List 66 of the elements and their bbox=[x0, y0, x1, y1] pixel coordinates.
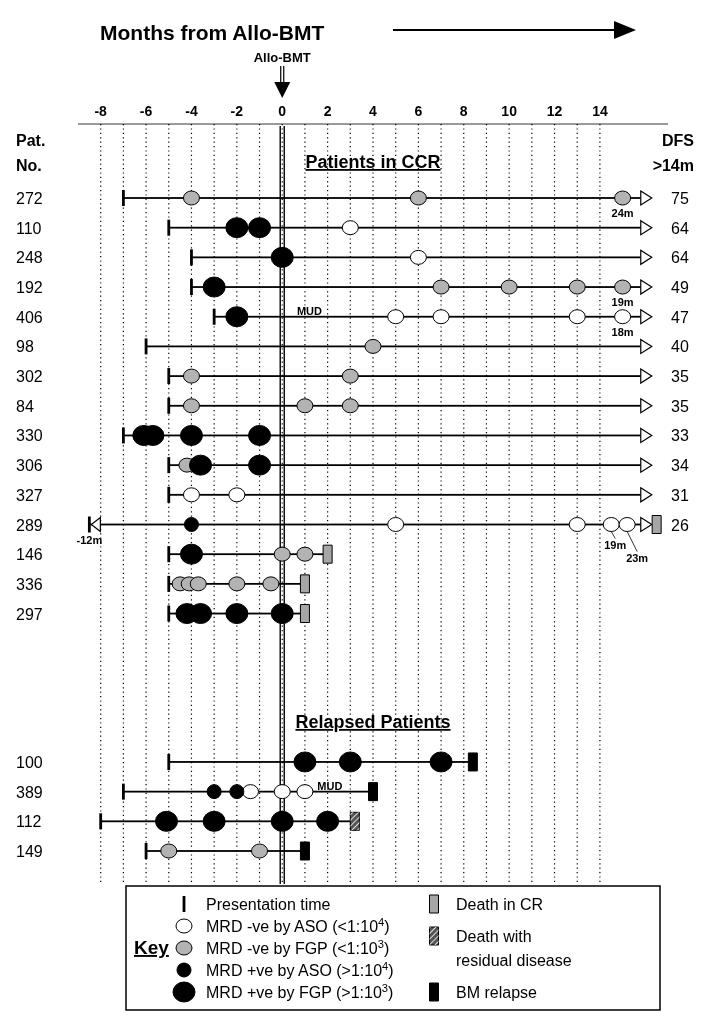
ref-line-label: Allo-BMT bbox=[253, 50, 311, 65]
y-tick-label: 327 bbox=[16, 486, 43, 504]
x-tick-label: 4 bbox=[369, 103, 378, 119]
y2-tick-label: 34 bbox=[671, 457, 689, 475]
x-tick-label: 2 bbox=[323, 103, 332, 119]
x-tick-label: 12 bbox=[546, 103, 563, 119]
annotation: -12m bbox=[76, 533, 103, 546]
legend-label: Death with residual disease bbox=[456, 928, 572, 969]
y-tick-label: 149 bbox=[16, 843, 43, 860]
y2-tick-label: 47 bbox=[671, 308, 689, 326]
y-tick-label: 406 bbox=[16, 308, 43, 326]
y-tick-label: 248 bbox=[16, 249, 43, 267]
x-tick-label: 14 bbox=[592, 103, 608, 119]
x-tick-label: 6 bbox=[414, 103, 423, 119]
y-axis-title: Pat. No. bbox=[16, 132, 46, 174]
text: Patients in CCR bbox=[305, 152, 441, 172]
x-tick-label: -2 bbox=[230, 103, 244, 119]
annotation: MUD bbox=[317, 779, 343, 792]
y-tick-label: 100 bbox=[16, 753, 43, 771]
y-tick-label: 289 bbox=[16, 516, 43, 534]
y2-tick-label: 31 bbox=[671, 486, 689, 504]
chart-title: Months from Allo-BMT bbox=[100, 21, 325, 44]
x-tick-label: -4 bbox=[185, 103, 198, 119]
x-tick-label: 8 bbox=[459, 103, 468, 119]
x-tick-label: 0 bbox=[278, 103, 287, 119]
y-tick-label: 146 bbox=[16, 546, 43, 564]
annotation: 24m bbox=[611, 207, 634, 219]
y-tick-label: 84 bbox=[16, 397, 34, 415]
legend-label: MRD -ve by ASO (<1:10$^{4}$) bbox=[206, 916, 390, 935]
legend-title: Key bbox=[134, 937, 170, 958]
y2-tick-label: 35 bbox=[671, 397, 689, 415]
annotation: 19m bbox=[611, 296, 634, 309]
legend-label: BM relapse bbox=[456, 984, 538, 1001]
y-tick-label: 112 bbox=[16, 813, 42, 831]
y2-tick-label: 33 bbox=[671, 427, 689, 445]
legend-label: MRD +ve by FGP (>1:10$^{3}$) bbox=[206, 982, 394, 1001]
y-tick-label: 302 bbox=[16, 368, 43, 386]
legend-label: Death in CR bbox=[456, 896, 544, 913]
x-tick-label: -8 bbox=[94, 103, 108, 119]
text: DFS >14m bbox=[652, 132, 695, 174]
y2-tick-label: 75 bbox=[671, 190, 689, 207]
y-tick-label: 336 bbox=[16, 575, 43, 593]
y-tick-label: 330 bbox=[16, 427, 43, 445]
y2-tick-label: 40 bbox=[671, 338, 689, 356]
x-tick-label: -6 bbox=[139, 103, 153, 119]
y2-tick-label: 26 bbox=[671, 516, 689, 534]
y-tick-label: 272 bbox=[16, 190, 43, 207]
y2-tick-label: 49 bbox=[671, 279, 689, 297]
y-tick-label: 297 bbox=[16, 605, 43, 623]
legend-label: MRD +ve by ASO (>1:10$^{4}$) bbox=[206, 960, 394, 979]
annotation: 18m bbox=[611, 325, 634, 338]
x-tick-label: 10 bbox=[501, 103, 518, 119]
y-tick-label: 98 bbox=[16, 338, 34, 356]
y2-tick-label: 35 bbox=[671, 368, 689, 386]
annotation: Relapsed Patients bbox=[295, 711, 451, 732]
annotation: MUD bbox=[296, 304, 323, 317]
y-tick-label: 306 bbox=[16, 457, 43, 475]
annotation: 23m bbox=[626, 551, 649, 564]
y2-tick-label: 64 bbox=[671, 249, 689, 267]
y2-tick-label: 64 bbox=[671, 219, 689, 237]
annotation: 19m bbox=[604, 538, 627, 551]
y-tick-label: 192 bbox=[16, 279, 43, 297]
legend-label: Presentation time bbox=[206, 896, 331, 913]
y-tick-label: 110 bbox=[16, 219, 42, 237]
legend-label: MRD -ve by FGP (<1:10$^{3}$) bbox=[206, 938, 390, 957]
y-tick-label: 389 bbox=[16, 783, 43, 801]
